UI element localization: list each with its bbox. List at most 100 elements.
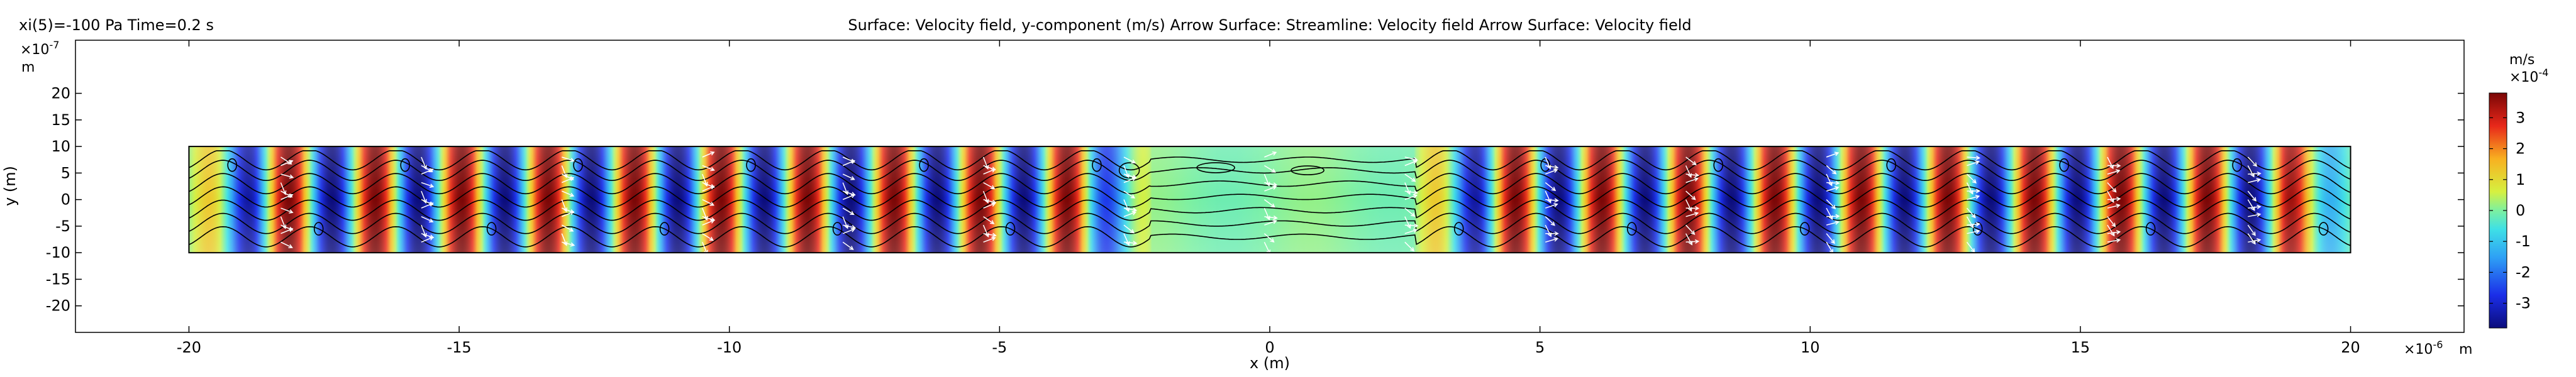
velocity-arrow [1826,199,1836,209]
velocity-arrow [1826,187,1839,192]
velocity-arrow [561,165,567,178]
velocity-arrow-head [2250,173,2255,178]
velocity-arrow-head [850,176,855,180]
velocity-arrow [421,182,434,187]
velocity-arrow [1966,216,1974,228]
velocity-arrow [2107,156,2114,169]
velocity-arrow-head [1125,207,1130,212]
velocity-arrow-head [1270,238,1275,243]
velocity-arrow [561,233,567,246]
velocity-arrow [1966,207,1976,218]
velocity-arrow-head [1554,165,1559,170]
streamline-vortex [1799,222,1810,236]
velocity-arrow-head [1551,187,1557,192]
velocity-arrow [421,224,426,238]
velocity-arrow-head [991,185,996,190]
velocity-arrow-head [1972,179,1977,184]
velocity-arrow [1263,199,1275,208]
velocity-arrow-head [1834,151,1840,156]
velocity-arrow [983,203,996,209]
velocity-arrow [1545,165,1558,168]
velocity-arrow [1685,173,1699,176]
velocity-arrow [702,207,708,221]
velocity-arrow-head [1975,222,1980,227]
velocity-arrow-head [429,201,434,206]
velocity-arrow-head [1546,165,1552,170]
colorbar-tick-label: 0 [2516,202,2525,219]
velocity-arrow [1123,224,1135,234]
x-axis-label: x (m) [1250,354,1290,372]
velocity-arrow [561,224,574,232]
velocity-arrow-head [703,182,708,187]
y-tick-label: -5 [55,217,70,235]
velocity-arrow-head [2116,230,2121,235]
y-tick-label: 15 [51,111,70,129]
velocity-arrow-head [1694,173,1700,178]
velocity-arrow-head [1835,180,1840,185]
velocity-arrow-head [851,192,856,197]
y-unit: m [21,60,35,75]
velocity-arrow [2107,190,2114,202]
velocity-arrow-head [2257,204,2262,209]
streamline-vortex [313,222,324,236]
velocity-arrow [2107,239,2120,243]
velocity-arrow-head [2251,206,2255,212]
velocity-arrow [1123,233,1130,246]
velocity-arrow-head [710,151,715,156]
velocity-arrow-head [850,158,855,163]
velocity-arrow-head [1690,230,1696,235]
velocity-arrow [1826,165,1836,175]
velocity-arrow [280,156,292,165]
velocity-arrow-head [1550,221,1555,226]
velocity-arrow-head [2251,240,2256,245]
colorbar-scale-exp: -4 [2538,67,2548,79]
velocity-arrow-head [991,236,996,241]
velocity-arrow-head [1828,215,1833,221]
velocity-arrow-head [2256,178,2262,183]
velocity-arrow-head [2110,232,2115,237]
velocity-arrow-head [851,225,857,230]
velocity-arrow-head [569,192,575,197]
velocity-arrow [1545,238,1558,243]
streamline-vortex [2232,158,2242,172]
velocity-arrow-head [1407,224,1411,229]
y-axis-label: y (m) [1,166,19,206]
x-tick-label: -10 [717,339,741,356]
velocity-arrow-head [1969,223,1974,229]
velocity-arrow [1545,190,1552,203]
velocity-arrow [2107,216,2116,227]
velocity-arrow-head [1694,239,1700,244]
velocity-arrow-head [570,158,575,162]
velocity-arrow-head [282,190,287,195]
velocity-arrow [2247,224,2256,236]
velocity-arrow-head [2116,197,2121,202]
velocity-arrow [280,241,292,248]
velocity-arrow-head [1265,182,1270,187]
velocity-arrow-head [570,242,575,247]
velocity-arrow [2107,182,2116,192]
header-left-label: xi(5)=-100 Pa Time=0.2 s [19,16,214,34]
velocity-arrow [1966,241,1975,253]
velocity-arrow [842,182,848,195]
velocity-arrow [562,190,574,197]
y-tick-label: -20 [46,297,70,315]
colorbar-tick-label: -1 [2516,232,2531,250]
velocity-arrow-head [1413,228,1418,233]
velocity-arrow [2248,239,2261,243]
velocity-arrow [1264,186,1277,192]
velocity-arrow [702,233,714,241]
velocity-arrow [1685,165,1692,178]
velocity-arrow [1123,156,1136,163]
velocity-arrow-head [423,199,427,204]
streamline-vortex [227,158,238,172]
velocity-arrow [1123,177,1136,183]
velocity-arrow-head [710,217,716,222]
velocity-arrow [421,190,426,203]
velocity-arrow [1826,221,1839,226]
colorbar-scale-label: ×10 [2509,70,2538,85]
velocity-arrow-head [2116,163,2121,168]
velocity-arrow-head [1835,186,1840,190]
streamline-vortex [2145,222,2156,236]
velocity-arrow [702,199,714,206]
velocity-arrow-head [2109,164,2114,170]
